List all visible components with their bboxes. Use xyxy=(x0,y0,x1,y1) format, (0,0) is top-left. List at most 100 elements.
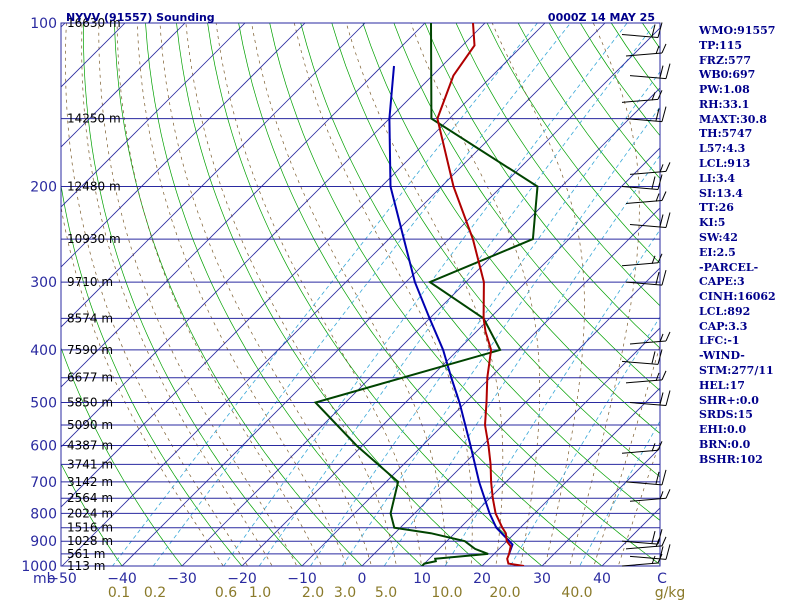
isotherm-line xyxy=(0,11,17,578)
dry-adiabat-line xyxy=(393,23,660,392)
dry-adiabat-line xyxy=(269,23,660,565)
wind-barb-flag xyxy=(665,162,671,172)
mixing-ratio-line xyxy=(444,229,660,566)
wind-barb xyxy=(629,63,671,80)
index-entry: PW:1.08 xyxy=(699,83,750,97)
dry-adiabats xyxy=(61,23,660,566)
wind-barb-flag xyxy=(659,333,664,343)
pressure-tick-label: 500 xyxy=(30,396,57,412)
height-label: 1028 m xyxy=(67,534,113,548)
index-entry: LI:3.4 xyxy=(699,171,736,185)
mixing-ratio-label: 10.0 xyxy=(431,585,462,600)
index-entry: -PARCEL- xyxy=(699,260,759,274)
index-entry: LFC:-1 xyxy=(699,334,740,348)
mixing-ratio-line xyxy=(509,316,660,566)
index-entry: KI:5 xyxy=(699,216,726,230)
isotherm-line xyxy=(541,447,660,566)
moist-adiabat-line xyxy=(569,23,640,566)
wind-barb-flag xyxy=(665,489,671,499)
index-entry: WB0:697 xyxy=(699,68,756,82)
moist-adiabat-line xyxy=(345,23,504,566)
wind-barb-staff xyxy=(625,281,663,286)
dry-adiabat-line xyxy=(61,182,243,566)
wind-barb-flag xyxy=(655,372,660,382)
wind-barb-flag xyxy=(661,370,667,381)
height-label: 9710 m xyxy=(67,275,113,289)
mixing-ratio-label: 40.0 xyxy=(561,585,592,600)
height-label: 7590 m xyxy=(67,343,113,357)
temperature-tick-label: −20 xyxy=(227,571,257,587)
wind-barb-flag xyxy=(655,471,660,485)
index-entry: BRN:0.0 xyxy=(699,437,751,451)
wind-barb-flag xyxy=(657,174,663,190)
index-entry: SRDS:15 xyxy=(699,408,753,422)
isotherm-line xyxy=(61,23,366,328)
wind-barb xyxy=(621,253,663,267)
moist-adiabat-line xyxy=(593,344,660,566)
temperature-tick-label: 20 xyxy=(473,571,491,587)
height-label: 3142 m xyxy=(67,475,113,489)
wind-barb xyxy=(625,370,667,384)
isotherm-line xyxy=(481,387,660,566)
mixing-ratio-line xyxy=(579,420,660,566)
wind-barb-flag xyxy=(651,24,656,37)
dry-adiabat-line xyxy=(82,23,303,566)
height-label: 1516 m xyxy=(67,521,113,535)
dry-adiabat-line xyxy=(61,462,123,566)
moist-adiabat-line xyxy=(251,23,447,566)
dry-adiabat-line xyxy=(362,23,660,434)
wind-barb-flag xyxy=(659,392,664,405)
index-entry: L57:4.3 xyxy=(699,142,746,156)
index-entry: CAPE:3 xyxy=(699,275,745,289)
wind-barb xyxy=(625,269,667,286)
pressure-tick-label: 100 xyxy=(30,16,57,32)
dry-adiabat-line xyxy=(455,23,660,307)
index-entry: BSHR:102 xyxy=(699,452,763,466)
wind-barb-staff xyxy=(629,75,667,80)
mixing-ratio-label: 2.0 xyxy=(302,585,324,600)
moist-adiabat-line xyxy=(491,23,585,566)
index-entry: FRZ:577 xyxy=(699,53,752,67)
height-label: 12480 m xyxy=(67,180,121,194)
mixing-ratio-label: 20.0 xyxy=(489,585,520,600)
index-entry: CAP:3.3 xyxy=(699,319,748,333)
wind-barb-flag xyxy=(665,390,671,406)
isotherms xyxy=(0,11,660,578)
height-label: 2024 m xyxy=(67,506,113,520)
wind-barb xyxy=(629,331,671,345)
height-label: 561 m xyxy=(67,547,105,561)
pressure-tick-label: 400 xyxy=(30,343,57,359)
isotherm-line xyxy=(61,23,606,566)
dry-adiabat-line xyxy=(61,346,183,566)
isotherm-line xyxy=(61,23,246,208)
station-title: NYVV (91557) Sounding xyxy=(66,11,215,24)
dry-adiabat-line xyxy=(300,23,660,521)
wind-barb-flag xyxy=(655,271,660,285)
wind-barb-flag xyxy=(659,164,664,173)
wind-barb xyxy=(621,529,663,545)
index-entry: EHI:0.0 xyxy=(699,423,747,437)
wind-barb-flag xyxy=(655,108,660,121)
wind-barb-staff xyxy=(621,360,659,365)
wind-barb-staff xyxy=(629,402,667,407)
moist-adiabat-line xyxy=(98,23,298,566)
pressure-unit-label: mb xyxy=(33,571,56,587)
mixing-ratio-labels: 0.1 0.2 0.6 1.0 2.0 3.0 5.0 10.0 20.0 40.0 g/kg xyxy=(108,585,685,600)
temperature-tick-label: 30 xyxy=(533,571,551,587)
pressure-tick-label: 700 xyxy=(30,475,57,491)
mixing-ratio-line xyxy=(152,23,571,566)
wind-barb-flag xyxy=(655,538,660,548)
index-entry: TT:26 xyxy=(699,201,734,215)
dry-adiabat-line xyxy=(424,23,660,349)
wind-barb-flag xyxy=(659,214,664,227)
isotherm-line xyxy=(241,147,660,566)
mixing-ratio-line xyxy=(310,71,660,566)
index-entry: WMO:91557 xyxy=(699,24,776,37)
dry-adiabat-line xyxy=(207,23,543,566)
height-label: 16630 m xyxy=(67,16,121,30)
isotherm-line xyxy=(301,207,660,566)
height-label: 5090 m xyxy=(67,418,113,432)
wind-barb xyxy=(625,106,667,123)
wind-barb xyxy=(625,469,667,486)
